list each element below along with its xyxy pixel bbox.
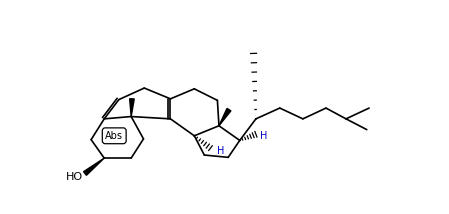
- Polygon shape: [219, 108, 231, 126]
- Text: H: H: [217, 146, 225, 156]
- Polygon shape: [84, 158, 104, 175]
- Text: Abs: Abs: [105, 131, 123, 141]
- Text: H: H: [260, 131, 267, 141]
- Polygon shape: [130, 99, 134, 117]
- Text: HO: HO: [66, 172, 83, 182]
